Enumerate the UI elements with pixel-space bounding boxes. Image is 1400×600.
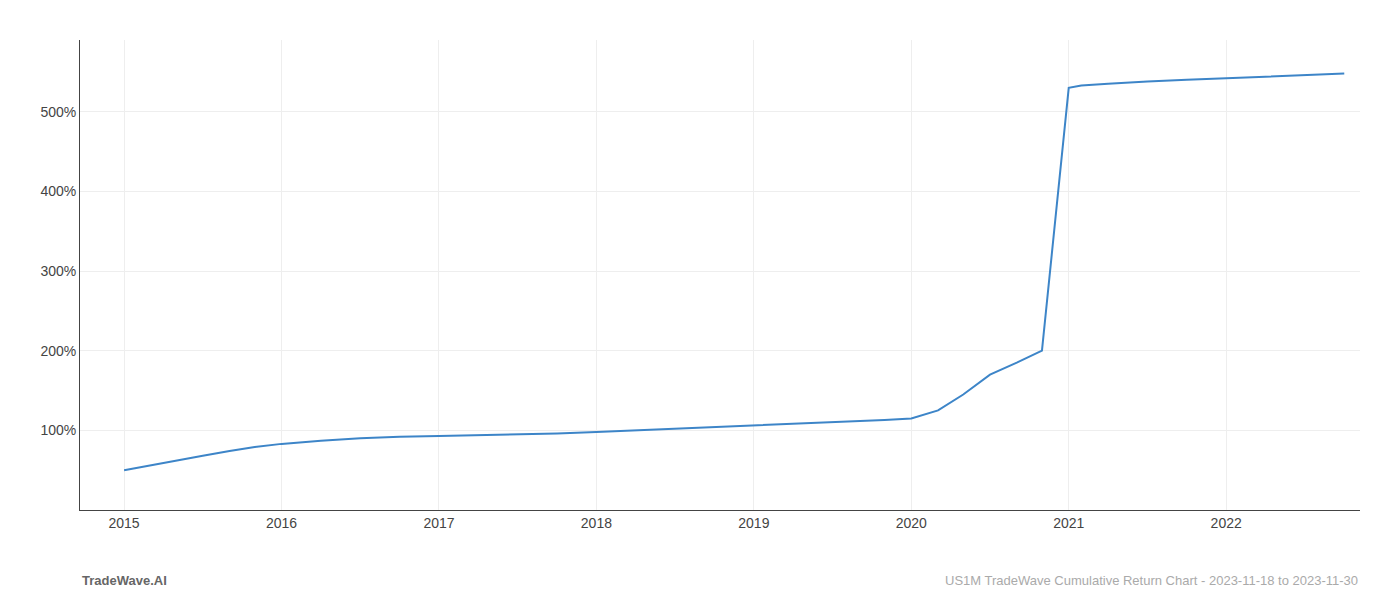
svg-text:500%: 500% [40,104,76,120]
svg-text:US1M TradeWave Cumulative Retu: US1M TradeWave Cumulative Return Chart -… [945,573,1358,588]
svg-text:300%: 300% [40,263,76,279]
svg-text:100%: 100% [40,422,76,438]
svg-text:400%: 400% [40,183,76,199]
svg-text:2020: 2020 [896,515,927,531]
svg-text:TradeWave.AI: TradeWave.AI [82,573,167,588]
svg-text:200%: 200% [40,343,76,359]
svg-text:2015: 2015 [109,515,140,531]
svg-text:2016: 2016 [266,515,297,531]
svg-text:2022: 2022 [1211,515,1242,531]
svg-text:2021: 2021 [1053,515,1084,531]
svg-text:2017: 2017 [423,515,454,531]
svg-text:2018: 2018 [581,515,612,531]
svg-text:2019: 2019 [738,515,769,531]
